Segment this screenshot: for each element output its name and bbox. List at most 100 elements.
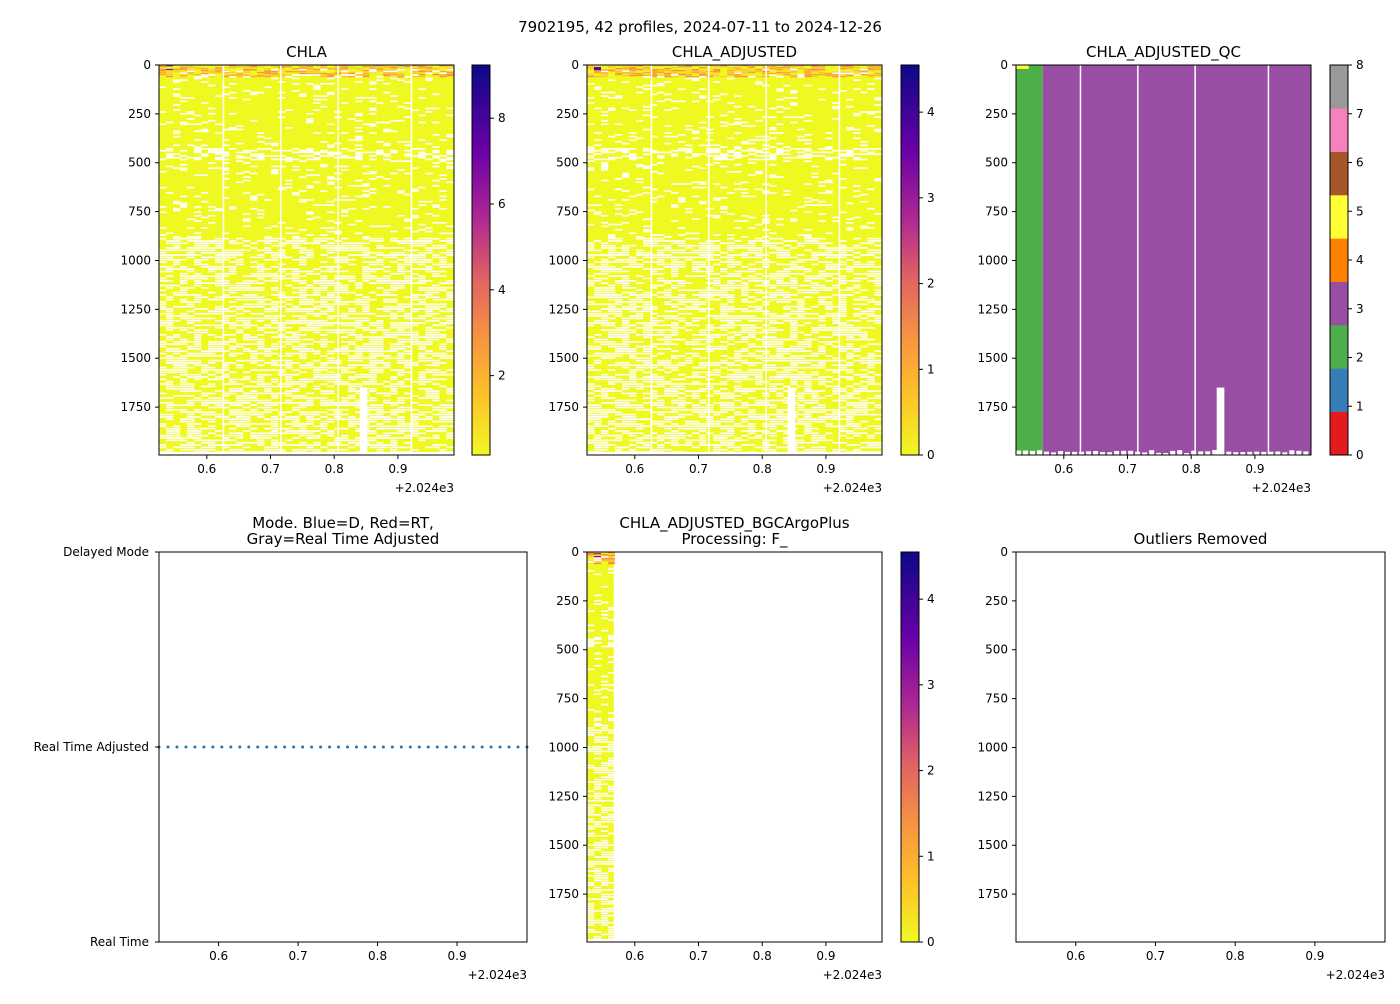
missing-cell xyxy=(278,294,285,296)
missing-cell xyxy=(348,383,355,385)
missing-cell xyxy=(257,266,264,268)
missing-cell xyxy=(271,353,278,355)
missing-cell xyxy=(432,318,439,320)
missing-cell xyxy=(720,153,727,155)
missing-cell xyxy=(201,313,208,315)
heatmap-cell xyxy=(229,67,236,68)
missing-cell xyxy=(166,433,173,435)
missing-cell xyxy=(320,355,327,357)
missing-cell xyxy=(643,166,650,168)
missing-cell xyxy=(769,108,776,110)
missing-cell xyxy=(201,367,208,369)
missing-cell xyxy=(320,383,327,385)
missing-cell xyxy=(636,334,643,336)
missing-cell xyxy=(180,362,187,364)
missing-cell xyxy=(713,273,720,275)
missing-cell xyxy=(369,397,376,399)
missing-cell xyxy=(790,122,797,124)
missing-cell xyxy=(439,266,446,268)
missing-cell xyxy=(236,259,243,261)
missing-cell xyxy=(418,381,425,383)
missing-cell xyxy=(397,339,404,341)
missing-cell xyxy=(734,247,741,249)
heatmap-cell xyxy=(741,69,748,70)
missing-cell xyxy=(636,157,643,159)
missing-cell xyxy=(327,280,334,282)
missing-cell xyxy=(748,334,755,336)
missing-cell xyxy=(769,247,776,249)
missing-cell xyxy=(418,289,425,291)
heatmap-cell xyxy=(671,70,678,71)
missing-cell xyxy=(187,113,194,115)
missing-cell xyxy=(748,150,755,152)
missing-cell xyxy=(201,329,208,331)
missing-cell xyxy=(194,150,201,152)
missing-cell xyxy=(180,449,187,451)
missing-cell xyxy=(446,350,453,352)
missing-cell xyxy=(446,250,453,252)
missing-cell xyxy=(425,425,432,427)
missing-cell xyxy=(257,369,264,371)
missing-cell xyxy=(236,125,243,127)
missing-cell xyxy=(236,160,243,162)
missing-cell xyxy=(327,381,334,383)
missing-cell xyxy=(657,339,664,341)
missing-cell xyxy=(229,381,236,383)
missing-cell xyxy=(734,320,741,322)
missing-cell xyxy=(853,303,860,305)
missing-cell xyxy=(320,339,327,341)
missing-cell xyxy=(348,313,355,315)
missing-cell xyxy=(292,409,299,411)
missing-cell xyxy=(727,299,734,301)
missing-cell xyxy=(727,327,734,329)
missing-cell xyxy=(664,264,671,266)
missing-cell xyxy=(853,348,860,350)
missing-cell xyxy=(327,379,334,381)
missing-cell xyxy=(327,271,334,273)
missing-cell xyxy=(278,222,285,224)
missing-cell xyxy=(867,299,874,301)
missing-cell xyxy=(313,95,320,97)
missing-cell xyxy=(208,120,215,122)
missing-cell xyxy=(622,296,629,298)
missing-cell xyxy=(432,320,439,322)
missing-cell xyxy=(601,318,608,320)
missing-cell xyxy=(692,132,699,134)
missing-cell xyxy=(194,435,201,437)
missing-cell xyxy=(713,247,720,249)
missing-cell xyxy=(194,428,201,430)
missing-cell xyxy=(208,383,215,385)
missing-cell xyxy=(692,245,699,247)
missing-cell xyxy=(432,150,439,152)
missing-cell xyxy=(341,301,348,303)
missing-cell xyxy=(229,409,236,411)
missing-cell xyxy=(411,416,418,418)
missing-cell xyxy=(320,164,327,166)
missing-cell xyxy=(699,294,706,296)
missing-cell xyxy=(601,315,608,317)
missing-cell xyxy=(629,257,636,259)
missing-cell xyxy=(243,400,250,402)
missing-cell xyxy=(341,211,348,213)
missing-cell xyxy=(846,218,853,220)
missing-cell xyxy=(867,125,874,127)
heatmap-cell xyxy=(608,66,615,67)
missing-cell xyxy=(313,329,320,331)
heatmap-cell xyxy=(594,76,601,77)
missing-cell xyxy=(390,95,397,97)
missing-cell xyxy=(250,294,257,296)
missing-cell xyxy=(825,250,832,252)
missing-cell xyxy=(439,311,446,313)
missing-cell xyxy=(159,123,166,125)
missing-cell xyxy=(292,430,299,432)
missing-cell xyxy=(180,364,187,366)
missing-cell xyxy=(397,287,404,289)
missing-cell xyxy=(236,416,243,418)
missing-cell xyxy=(685,306,692,308)
missing-cell xyxy=(601,243,608,245)
missing-cell xyxy=(194,139,201,141)
missing-cell xyxy=(439,252,446,254)
missing-cell xyxy=(678,245,685,247)
missing-cell xyxy=(671,325,678,327)
missing-cell xyxy=(748,306,755,308)
